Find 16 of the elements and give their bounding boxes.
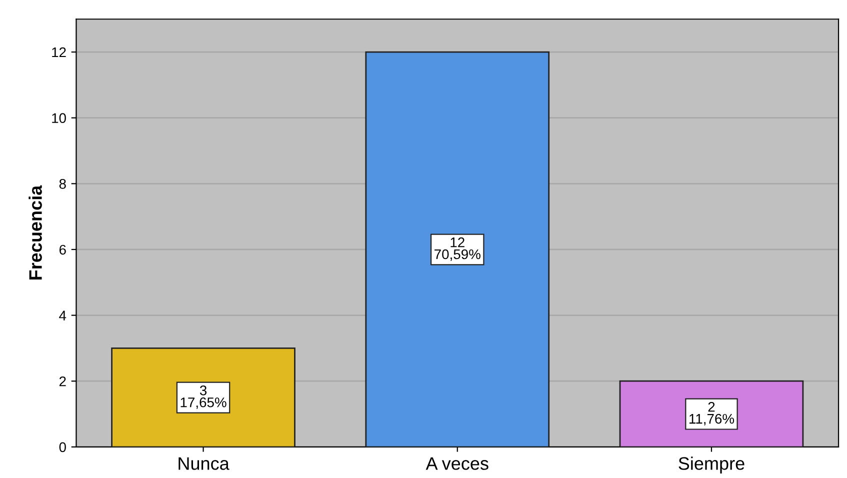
data-label: 2 11,76% [690,402,734,426]
x-tick-label: Siempre [678,456,744,474]
x-tick-label: Nunca [178,457,230,470]
y-tick-label: 8 [59,178,66,189]
y-tick-label: 6 [59,244,66,255]
y-tick-label: 2 [59,376,66,386]
bar [111,348,296,447]
y-axis-title: Frecuencia [28,185,42,280]
y-tick-label: 12 [52,47,66,58]
y-tick-label: 0 [59,442,66,452]
x-tick-label: A veces [426,457,488,470]
y-tick-label: 10 [52,113,66,124]
bar [365,51,550,447]
y-tick-label: 4 [59,310,66,320]
data-label: 3 17,65% [180,385,226,409]
data-label: 12 70,59% [434,237,480,261]
